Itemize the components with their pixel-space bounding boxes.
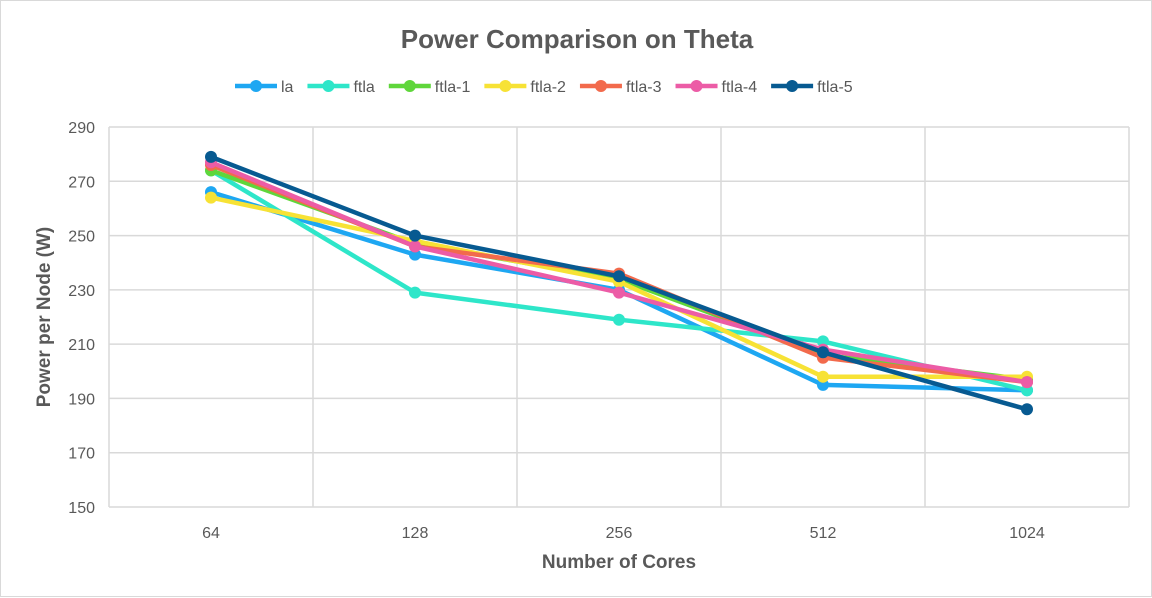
legend-item-ftla-1: ftla-1	[388, 79, 471, 96]
legend-item-ftla: ftla	[307, 79, 375, 96]
data-point	[409, 286, 421, 299]
series-group	[205, 150, 1033, 416]
y-tick-label: 290	[68, 120, 95, 137]
data-point	[1021, 403, 1033, 416]
legend-item-ftla-5: ftla-5	[771, 79, 853, 96]
legend-marker	[499, 80, 512, 92]
x-tick-label: 256	[606, 525, 633, 542]
legend-label: ftla-2	[530, 79, 566, 96]
y-tick-label: 270	[68, 174, 95, 191]
legend-label: ftla-3	[626, 79, 662, 96]
x-tick-label: 64	[202, 525, 220, 542]
legend-item-ftla-2: ftla-2	[484, 79, 566, 96]
legend-label: la	[281, 79, 294, 96]
chart-title: Power Comparison on Theta	[401, 24, 754, 54]
data-point	[1021, 376, 1033, 389]
legend-marker	[690, 80, 703, 92]
x-axis-title: Number of Cores	[542, 552, 696, 573]
x-axis-ticks: 64 128 256 512 1024	[202, 525, 1045, 542]
legend-label: ftla-5	[817, 79, 853, 96]
data-point	[409, 240, 421, 253]
series-ftla-5	[205, 150, 1033, 416]
legend-marker	[403, 80, 416, 92]
y-tick-label: 170	[68, 446, 95, 463]
legend: la ftla ftla-1 ftla-2 ftla-3 ftla-4 ftla-5	[235, 79, 853, 96]
y-axis-title: Power per Node (W)	[34, 227, 55, 408]
data-point	[817, 370, 829, 383]
data-point	[205, 150, 217, 163]
y-tick-label: 210	[68, 337, 95, 354]
legend-marker	[786, 80, 799, 92]
data-point	[817, 346, 829, 359]
x-tick-label: 128	[402, 525, 429, 542]
x-tick-label: 512	[810, 525, 837, 542]
legend-marker	[250, 80, 262, 92]
legend-item-ftla-3: ftla-3	[579, 79, 662, 96]
series-ftla-4	[205, 156, 1033, 389]
data-point	[613, 313, 625, 326]
legend-label: ftla-4	[722, 79, 758, 96]
legend-marker	[322, 80, 335, 92]
legend-label: ftla	[353, 79, 374, 96]
legend-item-ftla-4: ftla-4	[675, 79, 758, 96]
data-point	[613, 286, 625, 299]
x-tick-label: 1024	[1009, 525, 1045, 542]
legend-item-la: la	[235, 79, 294, 96]
y-tick-label: 190	[68, 391, 95, 408]
data-point	[409, 229, 421, 242]
y-tick-label: 250	[68, 229, 95, 246]
y-tick-label: 230	[68, 283, 95, 300]
data-point	[205, 191, 217, 204]
legend-label: ftla-1	[435, 79, 471, 96]
y-tick-label: 150	[68, 500, 95, 517]
y-axis-ticks: 150 170 190 210 230 250 270 290	[68, 120, 95, 517]
data-point	[613, 270, 625, 283]
legend-marker	[594, 80, 607, 92]
